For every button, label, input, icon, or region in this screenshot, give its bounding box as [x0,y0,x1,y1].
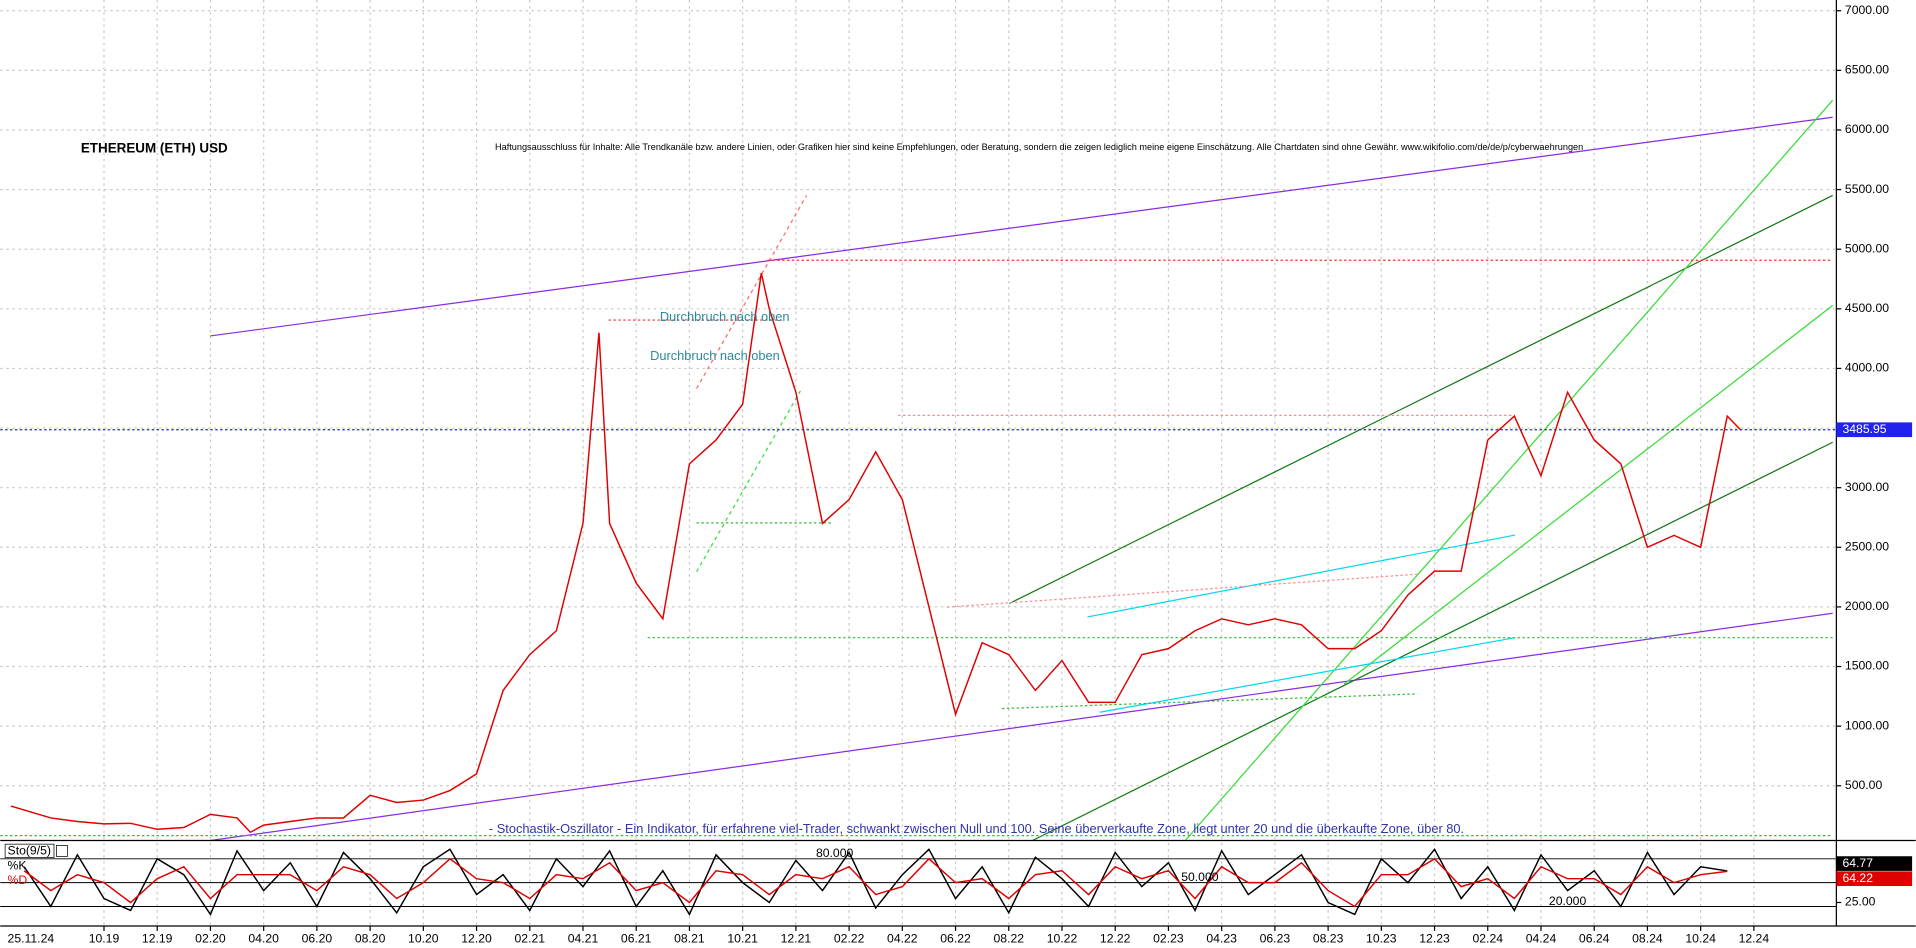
trend-line [1009,194,1833,605]
trend-line [1099,637,1516,713]
trend-line [210,116,1833,337]
grid [0,0,1837,927]
expand-button[interactable] [56,845,68,857]
trend-line [1184,99,1834,841]
legend-entry: %K [8,858,27,872]
x-tick-label: 02.20 [195,932,226,946]
annotation: Durchbruch nach oben [660,309,790,324]
trend-line [1343,304,1834,685]
x-tick-label: 12.23 [1419,932,1450,946]
level-line [946,573,1418,608]
trend-line [210,612,1833,842]
x-tick-label: 08.23 [1313,932,1344,946]
y-tick-label: 1000.00 [1845,718,1889,732]
x-tick-label: 04.22 [887,932,918,946]
x-tick-label: 12.21 [781,932,812,946]
x-tick-label: 12.22 [1100,932,1131,946]
date-label: 25.11.24 [8,932,55,946]
level-line [1001,693,1418,710]
indicator-title: Sto(9/5) [8,844,51,858]
price-line [23,857,1728,908]
value-badge [1836,856,1913,871]
price-line [10,272,1742,834]
x-tick-label: 06.21 [621,932,652,946]
price-badge [1836,422,1913,438]
level-label: 50.000 [1181,870,1219,884]
y-tick-label: 4000.00 [1845,361,1889,375]
marks [0,272,1837,916]
annotation: Durchbruch nach oben [650,348,780,363]
y-tick-label: 6000.00 [1845,122,1889,136]
y-tick-label: 2500.00 [1845,540,1889,554]
x-tick-label: 10.22 [1047,932,1078,946]
indicator-box [4,843,55,858]
legend-entry: %D [8,873,28,887]
x-tick-label: 02.23 [1153,932,1184,946]
y-tick-label: 25.00 [1845,895,1876,909]
x-tick-label: 04.23 [1206,932,1237,946]
disclaimer: Haftungsausschluss für Inhalte: Alle Tre… [495,142,1583,152]
y-tick-label: 3000.00 [1845,480,1889,494]
x-tick-label: 02.24 [1472,932,1503,946]
x-tick-label: 10.20 [408,932,439,946]
last-value-label: 64.22 [1842,871,1873,885]
y-tick-label: 4500.00 [1845,301,1889,315]
trend-lines [0,99,1834,842]
x-tick-label: 10.19 [89,932,120,946]
x-tick-label: 12.24 [1739,932,1770,946]
level-label: 20.000 [1549,894,1587,908]
value-badge [1836,871,1913,887]
y-tick-label: 5000.00 [1845,241,1889,255]
y-tick-label: 5500.00 [1845,182,1889,196]
y-tick-label: 2000.00 [1845,599,1889,613]
x-tick-label: 02.22 [834,932,865,946]
x-tick-label: 06.24 [1579,932,1610,946]
x-tick-label: 08.21 [674,932,705,946]
trend-line [696,390,801,573]
x-tick-label: 08.20 [355,932,386,946]
x-tick-label: 10.21 [727,932,758,946]
last-value-label: 64.77 [1842,856,1873,870]
x-tick-label: 04.24 [1526,932,1557,946]
x-tick-label: 06.23 [1260,932,1291,946]
x-tick-label: 10.23 [1366,932,1397,946]
x-tick-label: 12.20 [461,932,492,946]
x-tick-label: 02.21 [514,932,545,946]
trend-line [696,195,808,389]
x-tick-label: 04.21 [568,932,599,946]
chart-title: ETHEREUM (ETH) USD [81,141,228,156]
x-tick-label: 06.20 [302,932,333,946]
trend-line [1087,534,1516,618]
x-tick-label: 08.22 [993,932,1024,946]
x-tick-label: 08.24 [1632,932,1663,946]
current-price-label: 3485.95 [1842,422,1886,436]
y-tick-label: 1500.00 [1845,659,1889,673]
y-tick-label: 6500.00 [1845,63,1889,77]
x-tick-label: 06.22 [940,932,971,946]
y-tick-label: 7000.00 [1845,3,1889,17]
x-tick-label: 12.19 [142,932,173,946]
y-tick-label: 500.00 [1845,778,1883,792]
price-line [23,847,1728,916]
level-label: 80.000 [816,846,854,860]
trend-line [1032,441,1833,842]
x-tick-label: 04.20 [248,932,279,946]
annotation: - Stochastik-Oszillator - Ein Indikator,… [489,821,1464,836]
x-tick-label: 10.24 [1685,932,1716,946]
